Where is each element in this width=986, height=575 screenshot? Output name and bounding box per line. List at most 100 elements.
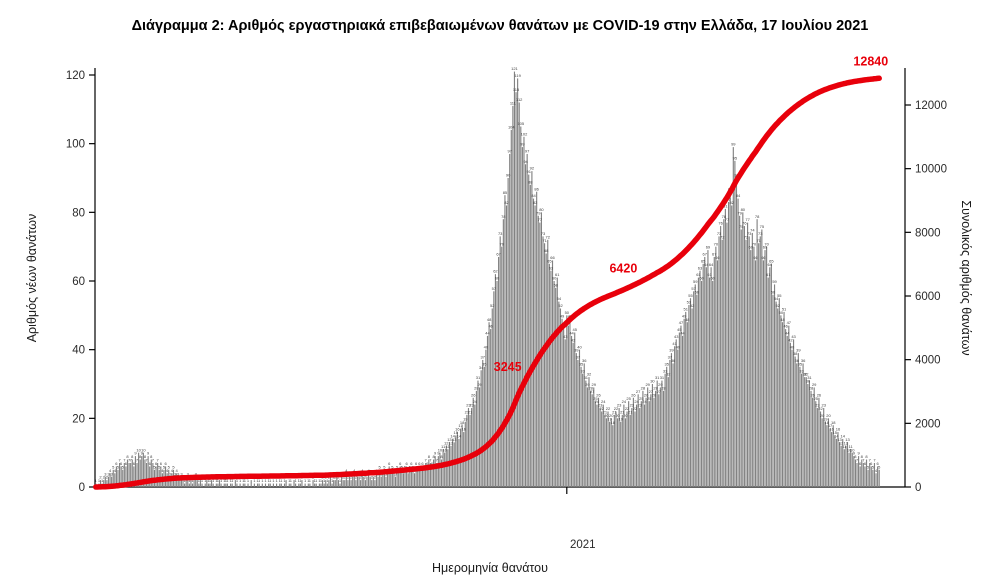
bar-value-label: 8 — [854, 454, 857, 459]
bar-value-label: 5 — [163, 464, 166, 469]
bar-value-label: 59 — [772, 279, 777, 284]
bar-value-label: 1 — [215, 478, 218, 483]
bar — [390, 473, 392, 487]
bar-value-label: 115 — [513, 87, 520, 92]
bar — [742, 212, 744, 487]
bar-value-label: 32 — [802, 372, 807, 377]
bar-value-label: 9 — [853, 451, 856, 456]
bar — [699, 270, 701, 487]
bar — [532, 198, 535, 487]
bar — [358, 476, 360, 487]
bar — [777, 308, 779, 487]
bar-value-label: 14 — [834, 434, 839, 439]
bar-value-label: 7 — [436, 458, 439, 463]
bar-value-label: 1 — [298, 478, 301, 483]
bar-value-label: 1 — [256, 478, 259, 483]
bar — [735, 178, 738, 487]
bar — [356, 476, 359, 487]
bar — [509, 153, 511, 487]
bar — [634, 411, 636, 487]
bar — [314, 483, 316, 487]
milestone-annotation: 3245 — [494, 360, 522, 374]
bar — [586, 387, 588, 487]
bar-value-label: 2 — [364, 475, 367, 480]
bar — [517, 78, 519, 488]
bar-value-label: 1 — [244, 478, 247, 483]
bar — [406, 466, 408, 487]
bar-value-label: 7 — [123, 458, 126, 463]
bar — [675, 339, 677, 487]
bar-value-label: 24 — [595, 399, 600, 404]
bar-value-label: 1 — [279, 478, 282, 483]
bar-value-label: 19 — [463, 416, 468, 421]
bar — [683, 318, 685, 487]
bar — [225, 483, 227, 487]
bar-value-label: 3 — [174, 471, 177, 476]
bar — [875, 473, 877, 487]
bar-value-label: 61 — [707, 272, 712, 277]
bar-value-label: 15 — [454, 430, 459, 435]
bar — [604, 414, 606, 487]
bar — [131, 459, 133, 487]
bar-value-label: 1 — [323, 478, 326, 483]
bar-value-label: 94 — [523, 159, 528, 164]
bar-value-label: 54 — [774, 296, 779, 301]
bar-value-label: 27 — [657, 389, 662, 394]
bar-value-label: 7 — [873, 458, 876, 463]
bar — [775, 301, 777, 487]
bar — [570, 335, 573, 487]
bar — [298, 483, 300, 487]
bar — [797, 353, 799, 487]
bar — [177, 476, 179, 487]
bar-value-label: 4 — [353, 468, 356, 473]
bar — [375, 473, 378, 487]
bar — [559, 308, 562, 487]
bar — [322, 480, 324, 487]
bar — [686, 322, 688, 487]
bar — [829, 428, 831, 487]
bar — [639, 408, 641, 487]
bar-value-label: 1 — [264, 478, 267, 483]
bar-value-label: 7 — [145, 458, 148, 463]
bar-value-label: 22 — [614, 406, 619, 411]
bar — [848, 452, 850, 487]
bar — [781, 322, 784, 487]
bar — [218, 480, 221, 487]
bar-value-label: 85 — [503, 190, 508, 195]
bar-value-label: 1 — [225, 478, 228, 483]
bar-value-label: 10 — [442, 447, 447, 452]
bar-value-label: 31 — [476, 375, 481, 380]
bar-value-label: 84 — [531, 193, 536, 198]
bar-value-label: 5 — [396, 464, 399, 469]
bar-value-label: 4 — [345, 468, 348, 473]
bar — [648, 401, 650, 487]
bar-value-label: 77 — [538, 217, 543, 222]
bar — [612, 425, 614, 487]
bar — [417, 469, 419, 487]
bar — [804, 377, 806, 487]
bar-value-label: 3 — [394, 471, 397, 476]
bar — [347, 480, 349, 487]
bar-value-label: 19 — [607, 416, 612, 421]
bar-value-label: 16 — [836, 427, 841, 432]
bar — [152, 462, 154, 487]
bar-value-label: 6 — [418, 461, 421, 466]
bar — [283, 483, 286, 487]
bar — [835, 438, 837, 487]
bar-value-label: 14 — [450, 434, 455, 439]
bar — [404, 469, 406, 487]
bar — [220, 483, 222, 487]
bar — [401, 469, 403, 487]
bar — [280, 483, 282, 487]
bar — [670, 353, 673, 487]
bar-value-label: 51 — [684, 307, 689, 312]
bar-value-label: 73 — [758, 231, 763, 236]
left-tick-label: 120 — [66, 70, 85, 82]
bar-value-label: 29 — [645, 382, 650, 387]
bar — [201, 483, 203, 487]
bar — [729, 191, 731, 488]
bar — [169, 476, 171, 487]
y-right-axis-label: Συνολικός αριθμός θανάτων — [959, 200, 973, 355]
bar-value-label: 5 — [401, 464, 404, 469]
right-tick-label: 8000 — [915, 227, 941, 239]
